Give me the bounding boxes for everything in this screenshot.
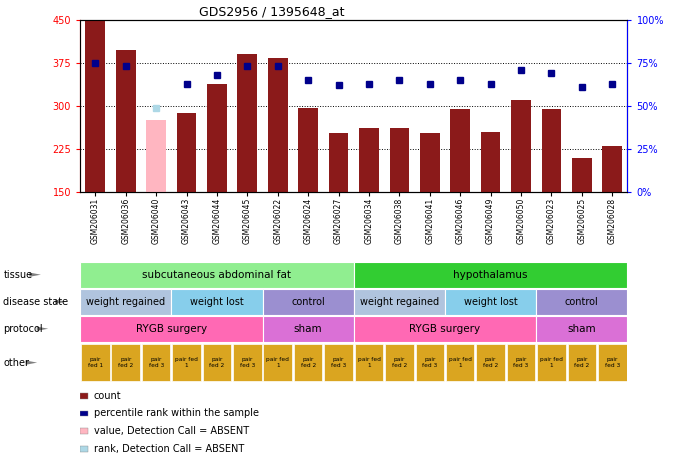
Text: GDS2956 / 1395648_at: GDS2956 / 1395648_at [199, 5, 344, 18]
Bar [476, 344, 505, 381]
Bar [537, 344, 566, 381]
Bar [329, 134, 348, 192]
Text: percentile rank within the sample: percentile rank within the sample [94, 409, 258, 419]
Bar [507, 344, 536, 381]
Text: control: control [292, 297, 325, 307]
Bar [390, 128, 409, 192]
Polygon shape [26, 360, 37, 365]
Text: subcutaneous abdominal fat: subcutaneous abdominal fat [142, 270, 292, 280]
Bar [80, 289, 171, 315]
Text: sham: sham [294, 324, 323, 334]
Text: pair
fed 3: pair fed 3 [240, 357, 255, 368]
Bar [172, 344, 201, 381]
Bar [536, 316, 627, 342]
Bar [238, 55, 257, 192]
Text: pair fed
1: pair fed 1 [357, 357, 381, 368]
Text: pair fed
1: pair fed 1 [540, 357, 563, 368]
Bar [299, 108, 318, 192]
Bar [171, 289, 263, 315]
Bar [572, 157, 591, 192]
Bar [536, 289, 627, 315]
Bar [86, 20, 105, 192]
Text: other: other [3, 357, 30, 368]
Text: pair fed
1: pair fed 1 [175, 357, 198, 368]
Text: pair
fed 2: pair fed 2 [483, 357, 498, 368]
Text: pair
fed 2: pair fed 2 [118, 357, 133, 368]
Bar [80, 410, 88, 416]
Bar [603, 146, 622, 192]
Text: pair fed
1: pair fed 1 [266, 357, 290, 368]
Bar [511, 100, 531, 192]
Text: pair
fed 3: pair fed 3 [513, 357, 529, 368]
Bar [80, 446, 88, 452]
Bar [445, 289, 536, 315]
Bar [420, 134, 439, 192]
Bar [263, 344, 292, 381]
Text: weight lost: weight lost [464, 297, 518, 307]
Bar [324, 344, 353, 381]
Bar [177, 113, 196, 192]
Bar [81, 344, 110, 381]
Bar [202, 344, 231, 381]
Bar [80, 316, 263, 342]
Text: pair
fed 2: pair fed 2 [574, 357, 589, 368]
Bar [142, 344, 171, 381]
Text: control: control [565, 297, 598, 307]
Bar [294, 344, 323, 381]
Text: weight lost: weight lost [190, 297, 244, 307]
Text: sham: sham [567, 324, 596, 334]
Text: tissue: tissue [3, 270, 32, 280]
Text: pair
fed 2: pair fed 2 [392, 357, 407, 368]
Bar [451, 109, 470, 192]
Text: pair
fed 2: pair fed 2 [301, 357, 316, 368]
Bar [263, 316, 354, 342]
Bar [233, 344, 262, 381]
Bar [263, 289, 354, 315]
Bar [80, 262, 354, 288]
Text: protocol: protocol [3, 324, 43, 334]
Bar [446, 344, 475, 381]
Text: rank, Detection Call = ABSENT: rank, Detection Call = ABSENT [94, 444, 244, 454]
Bar [598, 344, 627, 381]
Text: pair
fed 3: pair fed 3 [149, 357, 164, 368]
Bar [80, 393, 88, 399]
Bar [415, 344, 444, 381]
Text: weight regained: weight regained [86, 297, 165, 307]
Bar [111, 344, 140, 381]
Text: pair
fed 3: pair fed 3 [422, 357, 437, 368]
Text: hypothalamus: hypothalamus [453, 270, 528, 280]
Bar [385, 344, 414, 381]
Bar [567, 344, 596, 381]
Bar [207, 84, 227, 192]
Text: pair
fed 3: pair fed 3 [331, 357, 346, 368]
Text: pair
fed 2: pair fed 2 [209, 357, 225, 368]
Text: pair
fed 3: pair fed 3 [605, 357, 620, 368]
Polygon shape [30, 273, 41, 277]
Polygon shape [37, 327, 48, 331]
Text: pair fed
1: pair fed 1 [448, 357, 472, 368]
Text: count: count [94, 391, 122, 401]
Bar [268, 58, 287, 192]
Polygon shape [55, 300, 66, 304]
Bar [542, 109, 561, 192]
Text: RYGB surgery: RYGB surgery [136, 324, 207, 334]
Bar [481, 132, 500, 192]
Text: pair
fed 1: pair fed 1 [88, 357, 103, 368]
Bar [359, 128, 379, 192]
Bar [354, 262, 627, 288]
Text: RYGB surgery: RYGB surgery [410, 324, 480, 334]
Bar [80, 428, 88, 434]
Bar [354, 289, 445, 315]
Bar [146, 120, 166, 192]
Text: disease state: disease state [3, 297, 68, 307]
Bar [116, 50, 135, 192]
Text: value, Detection Call = ABSENT: value, Detection Call = ABSENT [94, 426, 249, 436]
Text: weight regained: weight regained [360, 297, 439, 307]
Bar [354, 316, 536, 342]
Bar [354, 344, 384, 381]
